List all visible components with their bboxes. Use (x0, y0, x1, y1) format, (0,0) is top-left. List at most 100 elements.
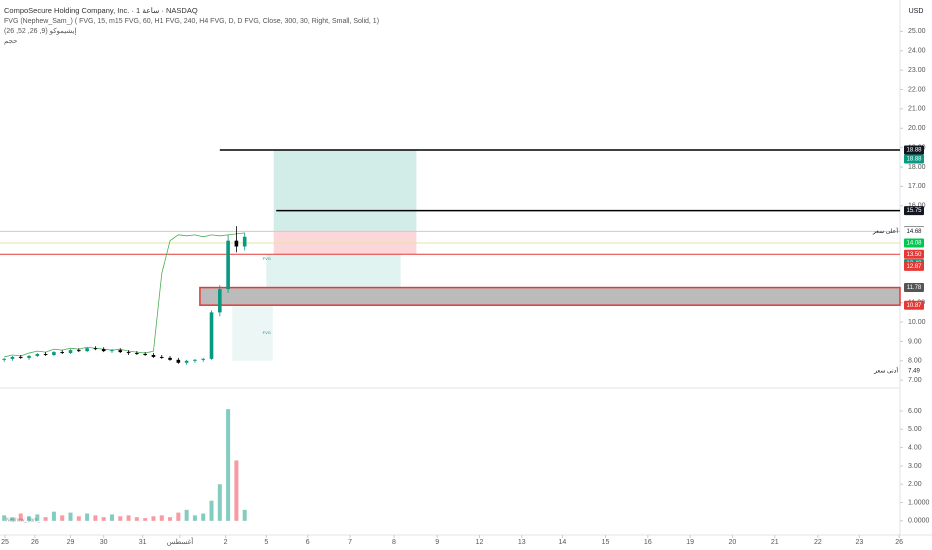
y-tick-label: 7.00 (908, 377, 922, 384)
candle-body (101, 349, 106, 352)
candle-body (201, 358, 206, 360)
y-tick-label: 8.00 (908, 358, 922, 365)
watermark: Nephew_Sam_ (6, 517, 40, 523)
x-tick-label: 5 (264, 539, 268, 546)
x-tick-label: 9 (435, 539, 439, 546)
candle-body (10, 356, 15, 359)
x-tick-label: 19 (686, 539, 694, 546)
x-tick-label: 12 (476, 539, 484, 546)
price-label-box (904, 154, 924, 164)
candle-body (135, 353, 139, 355)
y-tick-label: 23.00 (908, 67, 926, 74)
x-tick-label: 29 (67, 539, 75, 546)
volume-bar (234, 460, 239, 521)
candle-body (226, 240, 230, 290)
candle-body (234, 240, 239, 247)
x-tick-label: 6 (306, 539, 310, 546)
volume-bar (35, 514, 40, 521)
candle-body (85, 348, 89, 352)
candle-body (68, 350, 73, 354)
price-label: 14.08 (906, 241, 922, 247)
candle-body (242, 236, 247, 247)
volume-bar (101, 517, 106, 521)
candle-body (126, 352, 131, 354)
x-tick-label: 22 (814, 539, 822, 546)
price-label-box (904, 283, 924, 293)
volume-bar (43, 517, 48, 521)
candle-body (43, 354, 48, 355)
volume-bar (18, 513, 23, 521)
zone (273, 149, 417, 231)
price-label-box (904, 249, 924, 259)
candle-body (168, 357, 172, 360)
price-label-box (904, 226, 924, 236)
volume-bar (151, 516, 156, 521)
candle-body (77, 350, 81, 352)
volume-bar (176, 512, 181, 521)
y-tick-label: 9.00 (908, 338, 922, 345)
volume-bar (226, 409, 231, 521)
x-tick-label: 13 (518, 539, 526, 546)
candle-body (2, 358, 6, 360)
x-tick-label: 31 (139, 539, 147, 546)
price-label-box (904, 145, 924, 155)
candle-body (60, 352, 65, 354)
volume-bar (134, 517, 139, 521)
x-tick-label: 26 (31, 539, 39, 546)
price-label-note: أدنى سعر (873, 365, 898, 374)
volume-bar (192, 515, 197, 521)
x-tick-label: 15 (602, 539, 610, 546)
x-tick-label: 30 (100, 539, 108, 546)
volume-bar (143, 518, 148, 521)
volume-bar (85, 513, 90, 521)
price-label: 10.87 (906, 303, 922, 309)
candle-body (159, 356, 164, 358)
volume-bar (109, 514, 114, 521)
y2-tick-label: 5.00 (908, 426, 922, 433)
volume-bar (60, 515, 65, 521)
volume-bar (76, 516, 81, 521)
x-tick-label: 21 (771, 539, 779, 546)
y-tick-label: 22.00 (908, 86, 926, 93)
candle-body (93, 348, 98, 350)
volume-bar (201, 513, 206, 521)
price-label-note: أعلى سعر (872, 226, 898, 235)
volume-bar (118, 516, 123, 521)
indicator-legend: إيشيموكو (9, 26, 52, 26) (4, 27, 77, 35)
price-label-box (904, 238, 924, 248)
candle-body (193, 359, 197, 361)
x-tick-label: 26 (895, 539, 903, 546)
volume-bar (27, 516, 32, 521)
zone (266, 254, 401, 288)
y2-tick-label: 3.00 (908, 463, 922, 470)
x-tick-label: 14 (558, 539, 566, 546)
y-tick-label: 20.00 (908, 125, 926, 132)
indicator-legend: حجم (4, 38, 18, 45)
candle-body (143, 354, 147, 355)
zone-label: FVG (263, 330, 271, 335)
candle-body (18, 356, 23, 358)
price-label-box (904, 261, 924, 271)
price-label-box (904, 300, 924, 310)
price-label: 18.88 (906, 148, 922, 154)
y-tick-label: 25.00 (908, 28, 926, 35)
zone (199, 286, 901, 306)
price-label-box (904, 366, 924, 376)
price-label: 12.87 (906, 264, 922, 270)
candle-body (184, 360, 189, 363)
candle-body (52, 352, 56, 355)
candle-body (176, 359, 181, 363)
candle-body (35, 354, 40, 356)
y-tick-label: 16.00 (908, 203, 926, 210)
volume-bar (184, 509, 189, 521)
candle-body (27, 355, 31, 358)
volume-bar (242, 509, 247, 521)
y-tick-label: 10.00 (908, 319, 926, 326)
volume-bar (159, 515, 164, 521)
price-label: 15.75 (906, 208, 922, 214)
x-tick-label: 16 (644, 539, 652, 546)
zone (232, 305, 273, 361)
x-tick-label: 2 (224, 539, 228, 546)
price-label-box (904, 206, 924, 216)
